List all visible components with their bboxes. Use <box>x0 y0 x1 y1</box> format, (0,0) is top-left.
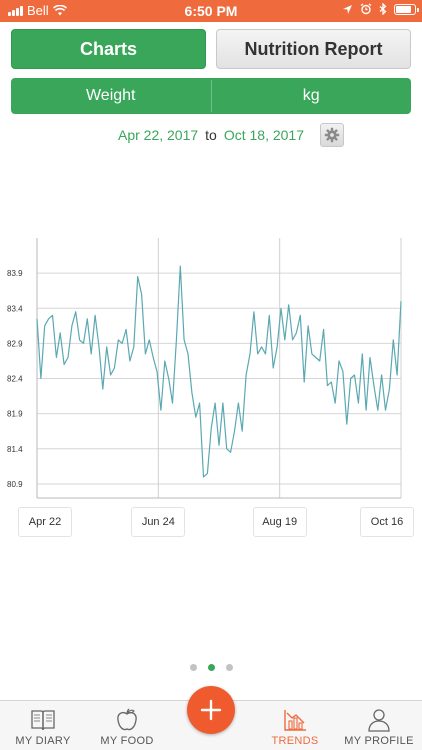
person-icon <box>368 709 390 732</box>
y-tick-label: 83.4 <box>7 304 23 313</box>
start-date-link[interactable]: Apr 22, 2017 <box>117 127 199 143</box>
page-dot-active[interactable] <box>207 664 215 671</box>
trend-chart-icon <box>284 710 306 731</box>
x-tick-label: Apr 22 <box>18 507 72 537</box>
status-bar: Bell 6:50 PM <box>0 0 422 22</box>
metric-select-weight[interactable]: Weight <box>85 87 136 104</box>
page-dot[interactable] <box>225 664 233 671</box>
tab-label: MY DIARY <box>15 735 71 747</box>
carrier-name: Bell <box>27 3 49 18</box>
unit-select-kg[interactable]: kg <box>302 87 320 104</box>
clock: 6:50 PM <box>184 3 238 19</box>
add-entry-button[interactable] <box>187 686 235 734</box>
status-icons <box>342 3 419 15</box>
wifi-icon <box>52 5 67 16</box>
tab-my-profile[interactable]: MY PROFILE <box>344 701 414 750</box>
chart-settings-button[interactable] <box>320 123 344 147</box>
tab-trends[interactable]: TRENDS <box>264 701 326 750</box>
plus-icon <box>200 699 222 721</box>
alarm-icon <box>360 3 372 15</box>
x-tick-label: Jun 24 <box>131 507 186 537</box>
battery-icon <box>394 3 419 15</box>
location-arrow-icon <box>343 4 352 14</box>
signal-icon <box>8 5 23 16</box>
book-icon <box>31 710 55 731</box>
date-range: Apr 22, 2017 to Oct 18, 2017 <box>0 124 422 146</box>
y-tick-label: 82.9 <box>7 339 23 348</box>
page-indicator <box>0 664 422 671</box>
tab-label: MY PROFILE <box>344 735 414 747</box>
tab-label: MY FOOD <box>100 735 154 747</box>
end-date-link[interactable]: Oct 18, 2017 <box>223 127 305 143</box>
bluetooth-icon <box>379 3 387 15</box>
x-tick-label: Aug 19 <box>252 507 307 537</box>
y-tick-label: 81.9 <box>7 410 23 419</box>
tab-my-food[interactable]: MY FOOD <box>93 701 161 750</box>
y-tick-label: 81.4 <box>7 445 23 454</box>
apple-icon <box>117 708 137 731</box>
tab-label: TRENDS <box>271 735 319 747</box>
x-tick-label: Oct 16 <box>360 507 414 537</box>
page-dot[interactable] <box>189 664 197 671</box>
metric-selector: Weight kg <box>11 78 411 114</box>
y-tick-label: 83.9 <box>7 269 23 278</box>
weight-chart-plot: 83.9 83.4 82.9 82.4 81.9 81.4 80.9 <box>7 238 402 499</box>
y-tick-label: 80.9 <box>7 480 23 489</box>
charts-tab-button[interactable]: Charts <box>11 29 206 69</box>
segment-divider <box>210 80 212 112</box>
nutrition-report-tab-button[interactable]: Nutrition Report <box>216 29 411 69</box>
weight-series-line <box>36 265 402 478</box>
weight-chart[interactable]: 83.9 83.4 82.9 82.4 81.9 81.4 80.9 Apr 22 Jun 2… <box>0 230 422 540</box>
gear-icon <box>324 127 340 143</box>
tab-my-diary[interactable]: MY DIARY <box>8 701 78 750</box>
date-range-separator: to <box>205 127 217 143</box>
y-tick-label: 82.4 <box>7 375 23 384</box>
carrier: Bell <box>8 3 67 18</box>
